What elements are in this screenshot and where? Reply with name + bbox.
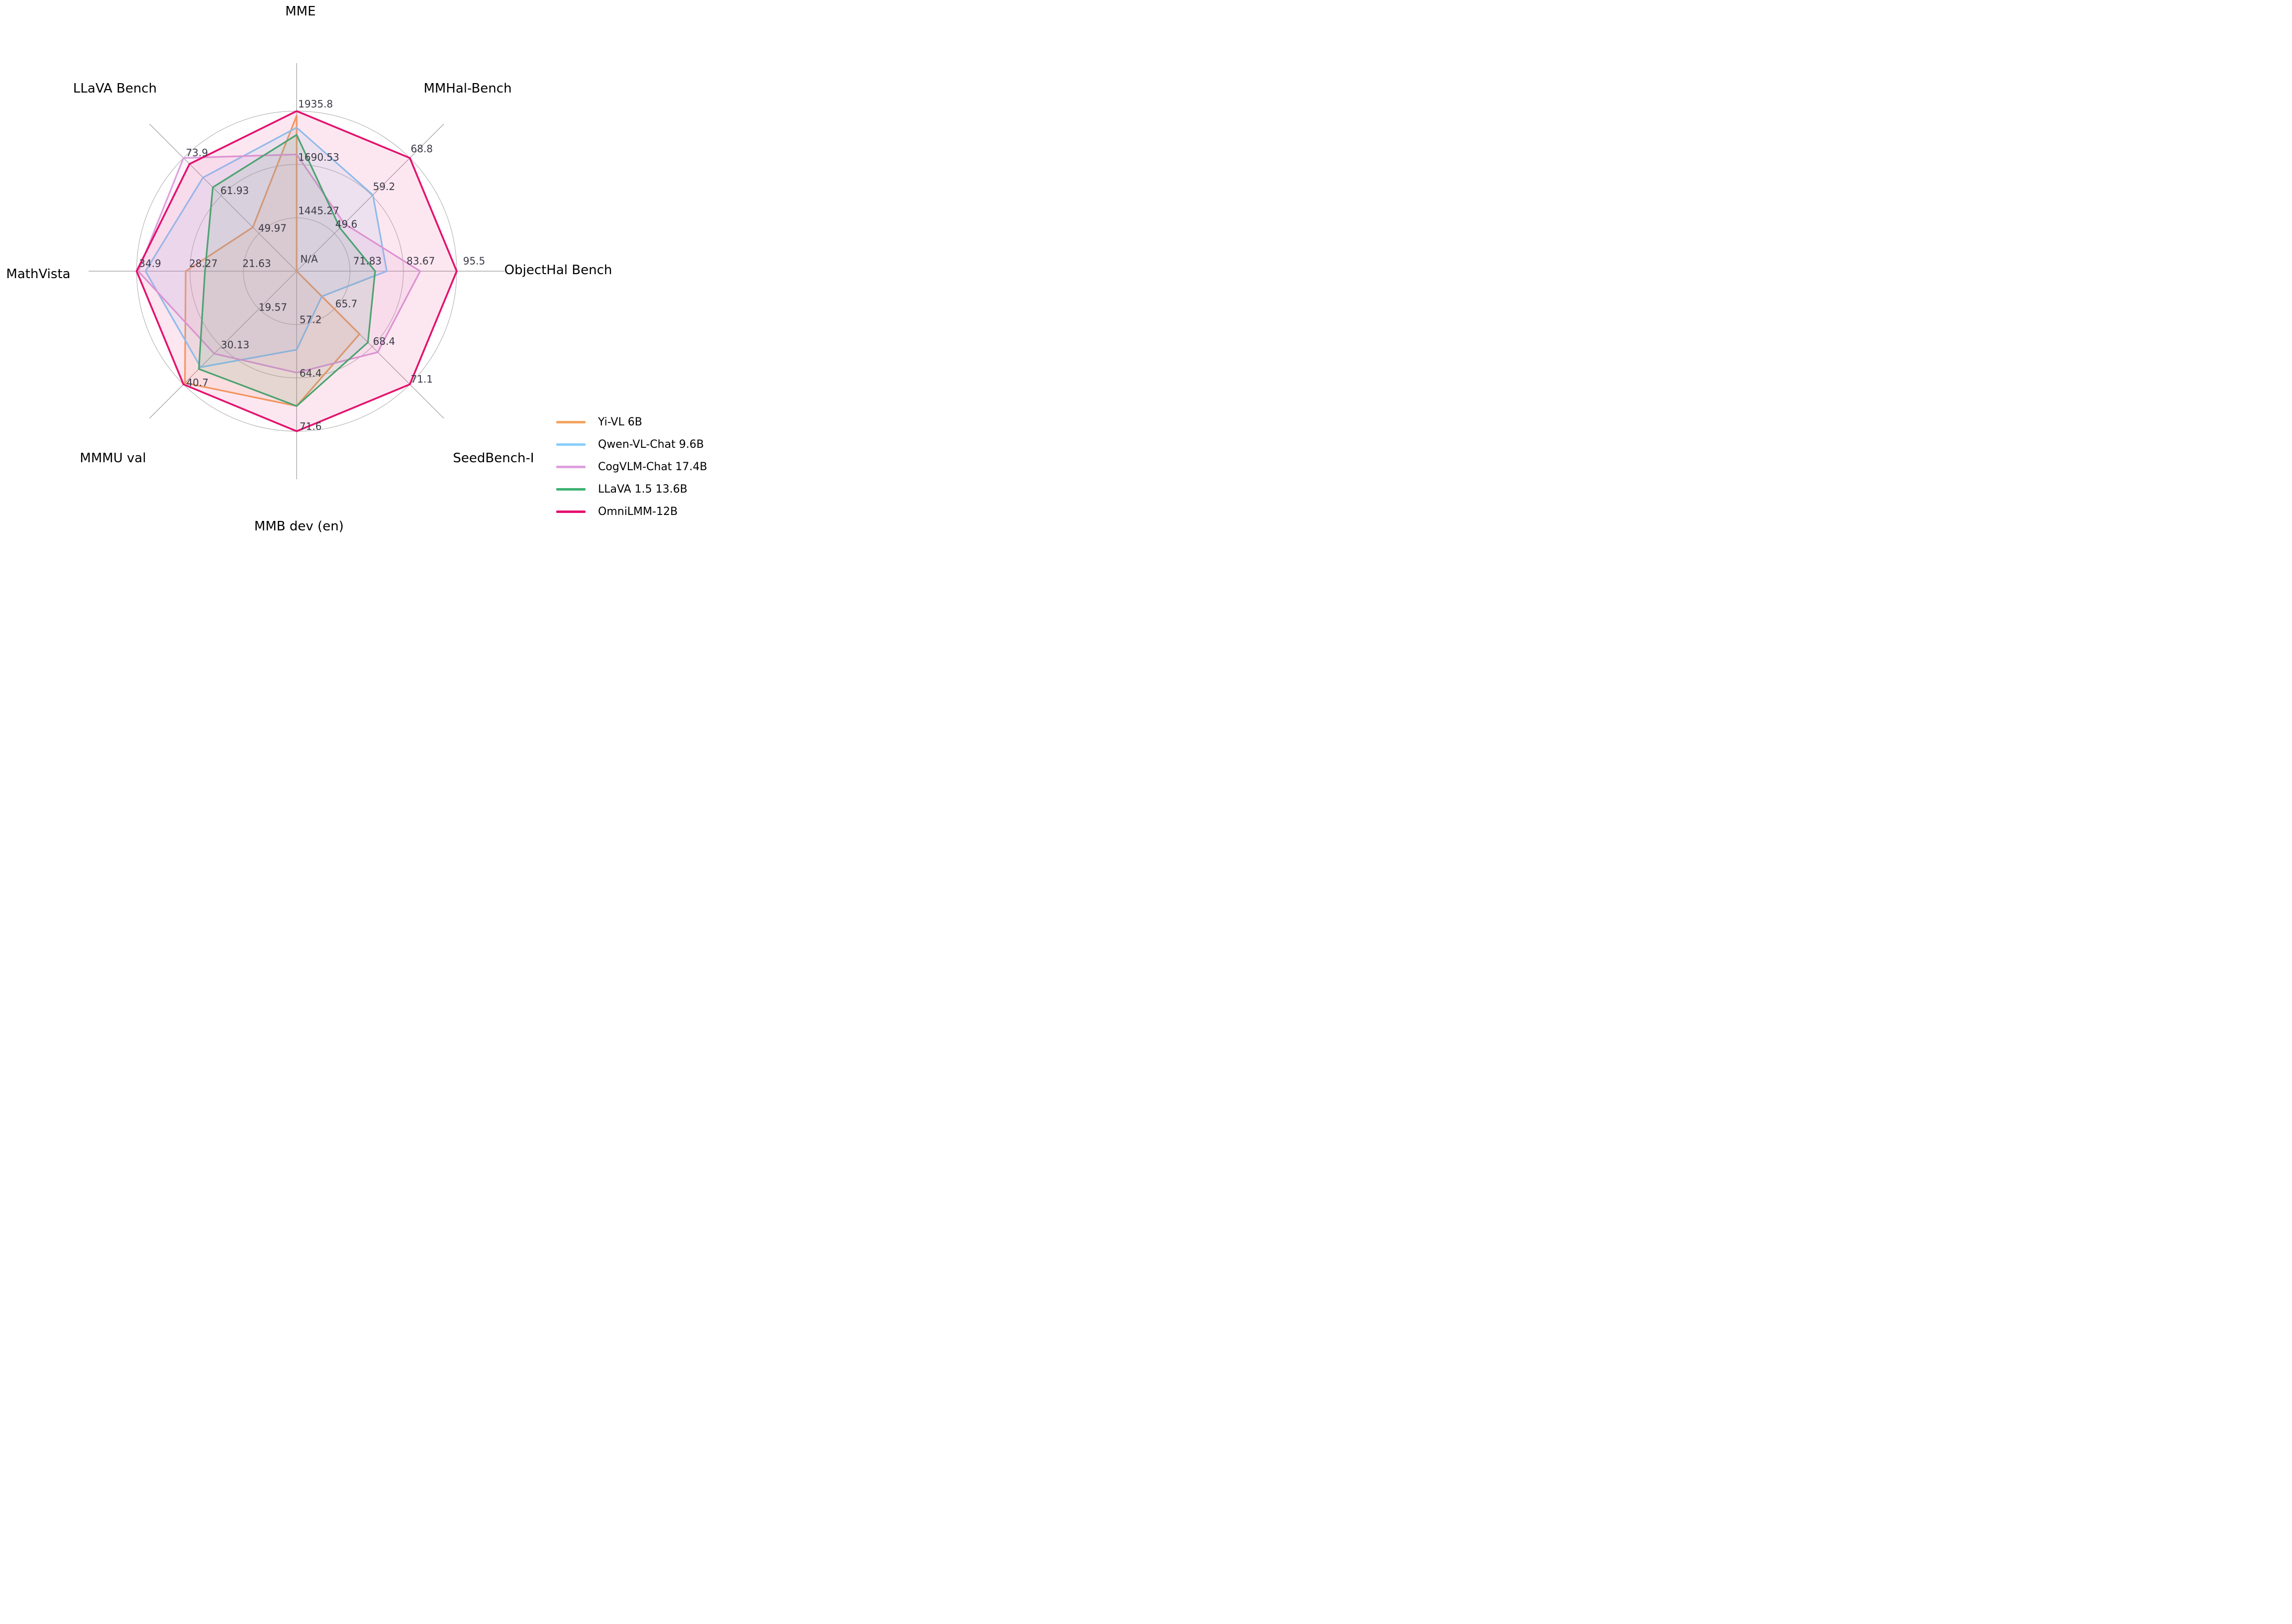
- radar-spoke-mmhal-bench: [296, 123, 444, 272]
- tick-label-seedbench-i-68.4: 68.4: [373, 335, 396, 347]
- tick-label-mmb-dev-en--57.2: 57.2: [299, 314, 322, 326]
- tick-label-mme-1690.53: 1690.53: [298, 151, 339, 163]
- radar-chart-figure: 1445.27 1690.53 1935.8 49.6 59.2 68.8 71.83 83.…: [0, 0, 764, 541]
- series-fill-cogvlm-chat-17-4b: [138, 154, 420, 373]
- legend: Yi-VL 6B Qwen-VL-Chat 9.6B CogVLM-Chat 1…: [556, 411, 707, 523]
- tick-label-objecthal-bench-71.83: 71.83: [353, 255, 382, 267]
- legend-item-cogvlm-chat: CogVLM-Chat 17.4B: [556, 456, 707, 478]
- tick-label-seedbench-i-71.1: 71.1: [411, 373, 433, 385]
- series-outline-qwen-vl-chat-9-6b: [144, 126, 388, 368]
- center-na-label: N/A: [300, 253, 318, 265]
- series-fill-omnilmm-12b: [136, 111, 457, 431]
- axis-title-objecthal-bench: ObjectHal Bench: [504, 263, 612, 278]
- tick-label-llava-bench-49.97: 49.97: [258, 222, 287, 234]
- tick-label-mme-1935.8: 1935.8: [298, 98, 333, 110]
- radar-spoke-llava-bench: [149, 123, 297, 272]
- tick-label-mmhal-bench-49.6: 49.6: [335, 218, 358, 230]
- series-fill-yi-vl-6b: [185, 115, 360, 406]
- axis-title-mmmu-val: MMMU val: [80, 451, 146, 466]
- legend-item-omnilmm-12b: OmniLMM-12B: [556, 501, 707, 523]
- legend-item-qwen-vl-chat: Qwen-VL-Chat 9.6B: [556, 433, 707, 456]
- axis-title-mmb-dev-en: MMB dev (en): [254, 519, 344, 534]
- tick-label-mmhal-bench-59.2: 59.2: [373, 181, 396, 193]
- tick-label-mmmu-val-40.7: 40.7: [187, 377, 209, 389]
- axis-title-mmhal-bench: MMHal-Bench: [423, 81, 512, 96]
- tick-label-mmmu-val-30.13: 30.13: [221, 339, 249, 351]
- tick-label-mmb-dev-en--64.4: 64.4: [299, 367, 322, 379]
- legend-swatch-yi-vl-6b: [556, 421, 586, 423]
- axis-title-seedbench-i: SeedBench-I: [453, 451, 534, 466]
- series-fill-llava-1-5-13-6b: [199, 135, 375, 406]
- legend-label-qwen-vl-chat: Qwen-VL-Chat 9.6B: [598, 438, 704, 451]
- axis-title-llava-bench: LLaVA Bench: [73, 81, 157, 96]
- tick-label-mathvista-21.63: 21.63: [242, 258, 271, 270]
- legend-swatch-cogvlm-chat: [556, 466, 586, 468]
- series-outline-yi-vl-6b: [184, 114, 361, 407]
- series-outline-llava-1-5-13-6b: [198, 134, 376, 407]
- tick-label-mme-1445.27: 1445.27: [298, 204, 339, 216]
- legend-swatch-qwen-vl-chat: [556, 443, 586, 446]
- axis-title-mathvista: MathVista: [6, 267, 71, 282]
- tick-label-objecthal-bench-95.5: 95.5: [463, 255, 486, 267]
- radar-plot: 1445.27 1690.53 1935.8 49.6 59.2 68.8 71.83 83.…: [89, 63, 505, 480]
- legend-label-llava-1-5: LLaVA 1.5 13.6B: [598, 483, 688, 496]
- tick-label-mmb-dev-en--71.6: 71.6: [299, 420, 322, 432]
- legend-item-yi-vl-6b: Yi-VL 6B: [556, 411, 707, 433]
- tick-label-objecthal-bench-83.67: 83.67: [406, 255, 435, 267]
- series-outline-omnilmm-12b: [135, 110, 458, 432]
- tick-label-llava-bench-61.93: 61.93: [220, 185, 249, 197]
- series-outline-cogvlm-chat-17-4b: [137, 153, 421, 374]
- tick-label-mmmu-val-19.57: 19.57: [259, 301, 287, 313]
- axis-title-mme: MME: [285, 4, 316, 19]
- radar-spoke-mmmu-val: [149, 271, 297, 419]
- series-fill-qwen-vl-chat-9-6b: [145, 127, 387, 367]
- legend-label-cogvlm-chat: CogVLM-Chat 17.4B: [598, 461, 707, 473]
- legend-swatch-llava-1-5: [556, 488, 586, 491]
- tick-label-mathvista-28.27: 28.27: [189, 258, 217, 270]
- legend-swatch-omnilmm-12b: [556, 510, 586, 513]
- tick-label-mmhal-bench-68.8: 68.8: [411, 143, 433, 155]
- tick-label-seedbench-i-65.7: 65.7: [335, 298, 358, 309]
- tick-label-llava-bench-73.9: 73.9: [186, 147, 208, 159]
- legend-item-llava-1-5: LLaVA 1.5 13.6B: [556, 478, 707, 501]
- legend-label-omnilmm-12b: OmniLMM-12B: [598, 506, 678, 518]
- tick-label-mathvista-34.9: 34.9: [139, 258, 161, 270]
- legend-label-yi-vl-6b: Yi-VL 6B: [598, 416, 642, 428]
